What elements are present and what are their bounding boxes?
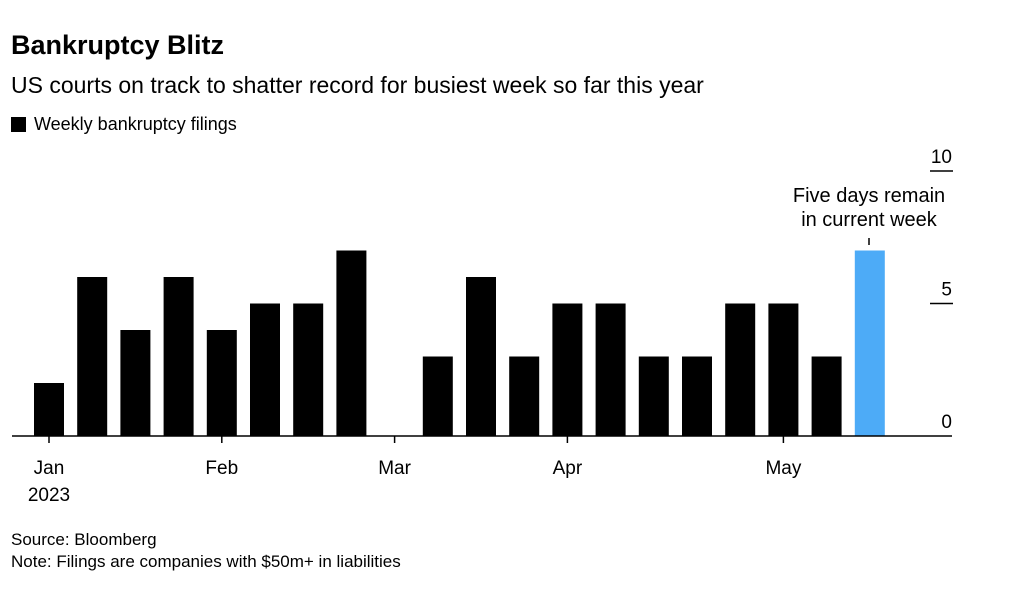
source-note: Source: Bloomberg bbox=[11, 530, 157, 549]
bar bbox=[595, 303, 626, 436]
bar bbox=[682, 356, 712, 436]
bar bbox=[293, 303, 324, 436]
legend: Weekly bankruptcy filings bbox=[11, 114, 237, 135]
x-tick-label: Feb bbox=[205, 458, 238, 479]
bar bbox=[250, 303, 280, 436]
x-tick-label: Jan bbox=[34, 458, 65, 479]
bar bbox=[811, 356, 842, 436]
x-tick-label: Mar bbox=[378, 458, 411, 479]
legend-label: Weekly bankruptcy filings bbox=[34, 114, 237, 134]
bar bbox=[336, 250, 367, 436]
chart-subtitle: US courts on track to shatter record for… bbox=[11, 72, 704, 98]
x-tick-sublabel: 2023 bbox=[28, 485, 70, 506]
legend-swatch bbox=[11, 117, 26, 132]
bar-current-week bbox=[854, 250, 885, 436]
bar bbox=[725, 303, 756, 436]
bar bbox=[466, 277, 496, 436]
bar bbox=[768, 303, 799, 436]
bar bbox=[552, 303, 583, 436]
y-tick-label: 0 bbox=[941, 412, 952, 433]
annotation-line-1: Five days remain bbox=[793, 185, 945, 207]
bar bbox=[77, 277, 108, 436]
annotation-line-2: in current week bbox=[801, 209, 938, 231]
bar bbox=[422, 356, 453, 436]
bar bbox=[163, 277, 194, 436]
y-tick-label: 5 bbox=[941, 280, 952, 301]
bar bbox=[509, 356, 540, 436]
x-tick-label: Apr bbox=[553, 458, 583, 479]
bar bbox=[34, 383, 64, 436]
y-tick-label: 10 bbox=[931, 147, 952, 168]
bar bbox=[206, 330, 237, 436]
bar bbox=[120, 330, 151, 436]
bar bbox=[638, 356, 669, 436]
x-tick-label: May bbox=[765, 458, 801, 479]
footnote: Note: Filings are companies with $50m+ i… bbox=[11, 552, 401, 571]
chart-title: Bankruptcy Blitz bbox=[11, 30, 225, 60]
